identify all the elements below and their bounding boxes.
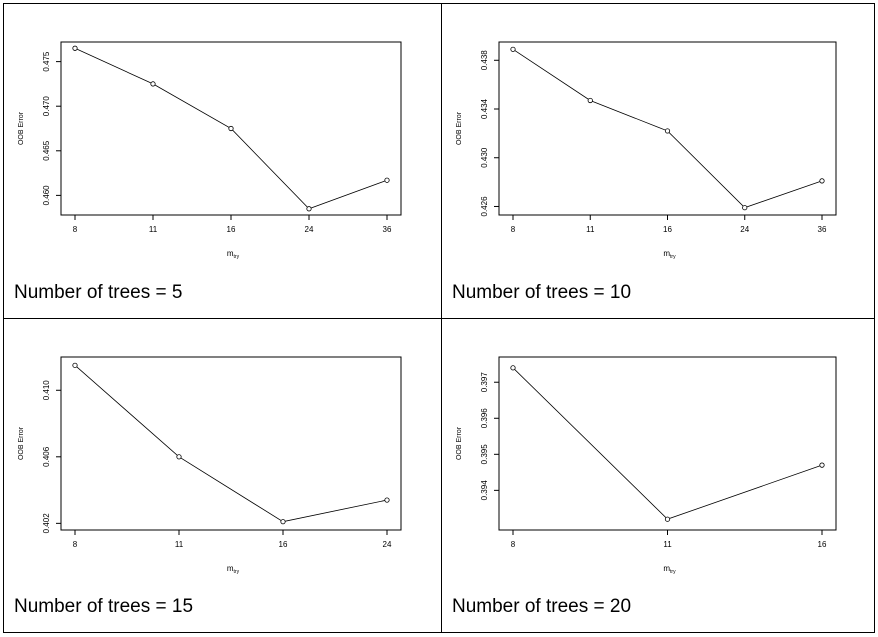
y-tick-label: 0.402	[42, 513, 51, 534]
y-axis-label: OOB Error	[456, 426, 463, 460]
x-tick-label: 36	[818, 225, 827, 234]
x-tick-label: 8	[511, 540, 516, 549]
x-tick-label: 8	[511, 225, 516, 234]
y-tick-label: 0.430	[480, 147, 489, 168]
x-tick-label: 24	[383, 540, 392, 549]
x-tick-label: 16	[227, 225, 236, 234]
y-tick-label: 0.460	[42, 185, 51, 206]
x-tick-label: 36	[383, 225, 392, 234]
y-tick-label: 0.406	[42, 446, 51, 467]
data-point	[72, 45, 78, 51]
y-tick-label: 0.397	[480, 372, 489, 393]
y-tick-label: 0.394	[480, 480, 489, 501]
series-line	[74, 365, 388, 523]
x-tick-label: 16	[663, 225, 672, 234]
y-axis-label: OOB Error	[18, 111, 25, 145]
data-point	[176, 454, 182, 460]
x-tick-label: 11	[586, 225, 595, 234]
y-tick-label: 0.465	[42, 140, 51, 161]
y-axis-label: OOB Error	[18, 426, 25, 460]
chart-trees-20: 8 11 16 0.394 0.395 0.396 0.397 OOB Error mtry	[456, 356, 837, 575]
data-point	[819, 178, 825, 184]
panel-trees-10: 8 11 16 24 36 0.426 0.430 0.434 0.438 OOB Error mt…	[441, 3, 875, 319]
y-tick-label: 0.426	[480, 196, 489, 217]
data-point	[819, 462, 825, 468]
chart-trees-15: 8 11 16 24 0.402 0.406 0.410 OOB Error mtry	[18, 356, 402, 575]
panel-caption: Number of trees = 15	[14, 596, 194, 617]
series-line	[512, 367, 823, 520]
y-tick-label: 0.470	[42, 96, 51, 117]
x-tick-label: 11	[175, 540, 184, 549]
y-tick-label: 0.434	[480, 98, 489, 119]
panel-trees-20: 8 11 16 0.394 0.395 0.396 0.397 OOB Error mtry N…	[441, 318, 875, 633]
panel-trees-5: 8 11 16 24 36 0.460 0.465 0.470 0.475 OOB Error mt…	[3, 3, 442, 319]
y-axis-label: OOB Error	[456, 111, 463, 145]
x-axis-label: mtry	[663, 249, 676, 260]
x-axis-label: mtry	[663, 564, 676, 575]
x-tick-label: 11	[149, 225, 158, 234]
chart-trees-10: 8 11 16 24 36 0.426 0.430 0.434 0.438 OOB Error mt…	[456, 41, 837, 260]
data-point	[228, 125, 234, 132]
x-axis-label: mtry	[227, 249, 240, 260]
x-tick-label: 8	[73, 225, 78, 234]
x-tick-label: 11	[663, 540, 672, 549]
panel-caption: Number of trees = 20	[452, 596, 632, 617]
data-point	[510, 46, 516, 52]
y-tick-label: 0.396	[480, 408, 489, 429]
x-tick-label: 16	[279, 540, 288, 549]
panel-caption: Number of trees = 5	[14, 282, 183, 303]
plot-frame	[498, 356, 837, 531]
x-axis-label: mtry	[227, 564, 240, 575]
data-point	[280, 519, 286, 525]
x-tick-label: 16	[818, 540, 827, 549]
chart-trees-5: 8 11 16 24 36 0.460 0.465 0.470 0.475 OOB Error mt…	[18, 41, 402, 260]
data-point	[384, 497, 390, 503]
data-point	[587, 97, 593, 104]
x-tick-label: 8	[73, 540, 78, 549]
data-point	[384, 177, 390, 183]
y-tick-label: 0.395	[480, 444, 489, 465]
data-point	[72, 362, 78, 368]
y-tick-label: 0.438	[480, 50, 489, 71]
y-tick-label: 0.410	[42, 380, 51, 401]
plot-frame	[60, 356, 402, 531]
data-point	[664, 128, 671, 134]
data-point	[664, 516, 671, 522]
panel-trees-15: 8 11 16 24 0.402 0.406 0.410 OOB Error mtry Numb…	[3, 318, 442, 633]
x-tick-label: 24	[740, 225, 749, 234]
data-point	[742, 205, 748, 211]
panel-caption: Number of trees = 10	[452, 282, 632, 303]
data-point	[510, 365, 516, 371]
data-point	[150, 81, 156, 87]
x-tick-label: 24	[305, 225, 314, 234]
y-tick-label: 0.475	[42, 51, 51, 72]
data-point	[306, 206, 312, 212]
